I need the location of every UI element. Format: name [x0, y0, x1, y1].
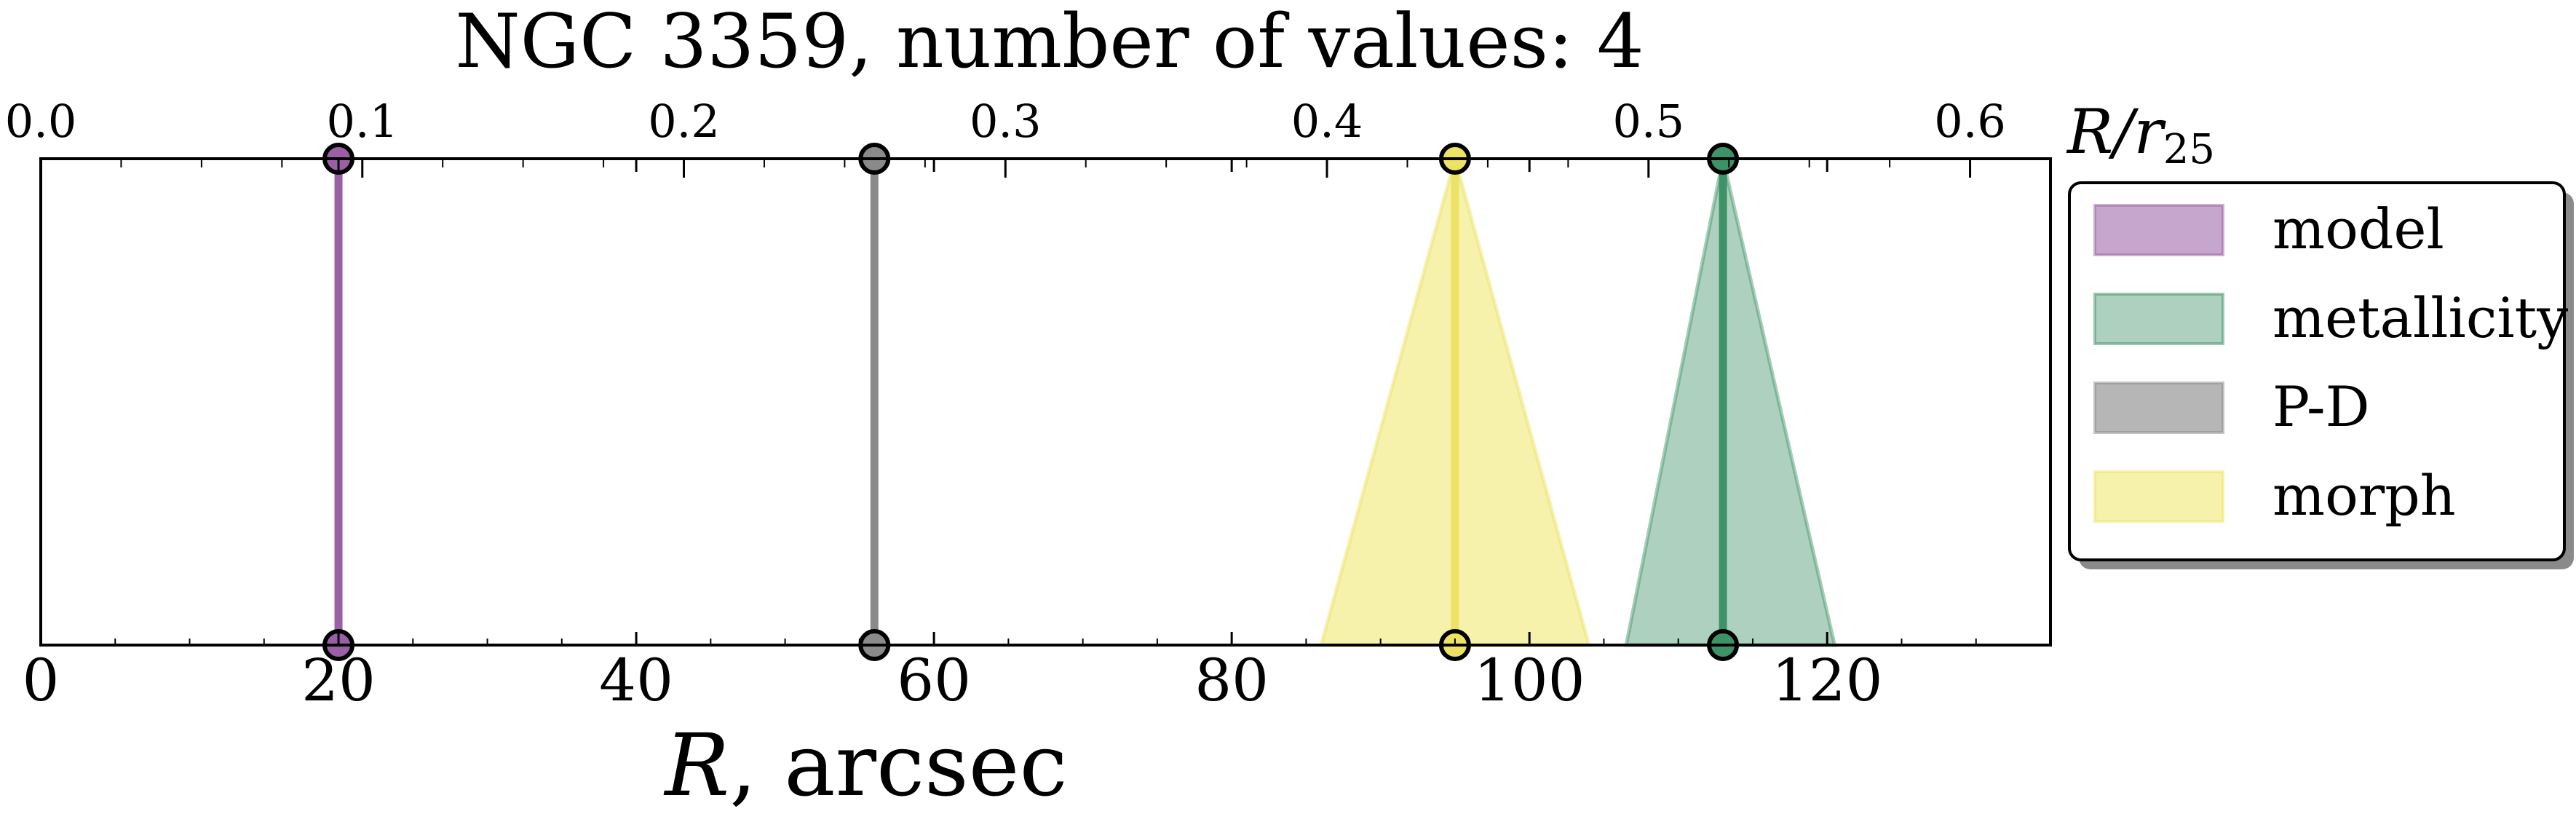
x2-tick-label-0.1: 0.1: [326, 95, 398, 148]
legend-label-metallicity: metallicity: [2272, 285, 2568, 350]
uncertainty-triangle-metallicity: [1624, 158, 1837, 647]
x-axis-label-var: R: [663, 715, 729, 815]
x-axis-label: R, arcsec: [663, 715, 1067, 815]
x-axis-label-unit: , arcsec: [729, 715, 1067, 815]
top-axis-label: R/r25: [2066, 96, 2215, 173]
axis-ticks: 0 20 40 60 80 100 120 0.0 0.1 0.2 0.3 0.4 0.5 0.6: [5, 95, 2006, 714]
legend-label-model: model: [2272, 197, 2444, 261]
legend-box: [2068, 181, 2566, 561]
legend-item-model: model: [2093, 197, 2444, 261]
x-tick-label-120: 120: [1772, 647, 1883, 714]
legend-label-morph: morph: [2272, 463, 2456, 528]
x-tick-label-100: 100: [1474, 647, 1585, 714]
legend-item-morph: morph: [2093, 463, 2456, 528]
x2-tick-label-0.6: 0.6: [1934, 95, 2006, 148]
x-tick-label-60: 60: [897, 647, 971, 714]
series-metallicity: [1624, 143, 1837, 661]
legend: model metallicity P-D morph: [2068, 181, 2574, 569]
legend-label-P-D: P-D: [2272, 374, 2370, 439]
x2-tick-label-0.2: 0.2: [648, 95, 720, 148]
x-tick-label-80: 80: [1194, 647, 1269, 714]
x2-tick-label-0.3: 0.3: [970, 95, 1042, 148]
x2-tick-label-0.5: 0.5: [1612, 95, 1684, 148]
x-tick-label-0: 0: [23, 647, 60, 714]
legend-item-P-D: P-D: [2093, 374, 2370, 439]
legend-swatch-P-D: [2093, 382, 2224, 434]
chart-title: NGC 3359, number of values: 4: [455, 0, 1644, 85]
x-tick-label-20: 20: [301, 647, 376, 714]
legend-swatch-metallicity: [2093, 293, 2224, 345]
x2-tick-label-0.4: 0.4: [1291, 95, 1363, 148]
top-axis-label-sub: 25: [2163, 126, 2215, 173]
legend-swatch-model: [2093, 204, 2224, 256]
top-axis-label-main: R/r: [2066, 96, 2167, 167]
series-P-D: [858, 143, 891, 661]
plot-frame: [39, 157, 2052, 647]
legend-item-metallicity: metallicity: [2093, 285, 2568, 350]
series-model: [322, 143, 355, 661]
x-tick-label-40: 40: [599, 647, 673, 714]
legend-swatch-morph: [2093, 470, 2224, 523]
plot-area: [322, 143, 1837, 661]
legend-items: model metallicity P-D morph: [2093, 197, 2568, 528]
x2-tick-label-0: 0.0: [5, 95, 77, 148]
series-morph: [1318, 143, 1592, 661]
